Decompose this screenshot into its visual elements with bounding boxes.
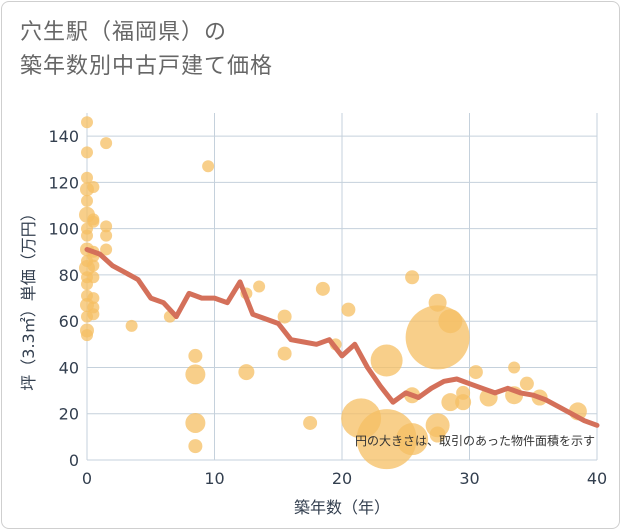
- bubble-point: [277, 346, 292, 361]
- bubble-point: [87, 271, 100, 284]
- bubble-point: [188, 348, 203, 363]
- bubble-point: [277, 309, 292, 324]
- title-line-1: 穴生駅（福岡県）の: [20, 20, 228, 45]
- bubble-point: [405, 270, 420, 285]
- bubble-point: [468, 365, 483, 380]
- bubble-point: [100, 220, 113, 233]
- y-tick-label: 60: [59, 312, 79, 331]
- bubble-point: [188, 439, 203, 454]
- bubble-point: [356, 409, 417, 470]
- bubble-point: [100, 137, 113, 150]
- bubble-point: [508, 361, 521, 374]
- bubble-point: [87, 215, 100, 228]
- y-tick-label: 0: [69, 451, 79, 470]
- bubble-point: [315, 281, 330, 296]
- bubble-point: [100, 243, 113, 256]
- bubble-point: [519, 376, 534, 391]
- bubble-point: [202, 160, 215, 173]
- bubble-point: [81, 146, 93, 159]
- y-axis-title: 坪（3.3㎡）単価（万円）: [19, 205, 38, 390]
- title-line-2: 築年数別中古戸建て価格: [20, 54, 274, 79]
- y-tick-label: 100: [48, 220, 79, 239]
- x-axis-title: 築年数（年）: [294, 498, 390, 517]
- bubble-point: [87, 308, 100, 321]
- bubble-point: [396, 423, 429, 456]
- x-tick-label: 10: [204, 469, 224, 488]
- y-axis-ticks: 0 20 40 60 80 100 120 140: [48, 127, 79, 470]
- bubble-point: [81, 194, 93, 207]
- x-axis-ticks: 0 10 20 30 40: [82, 469, 607, 488]
- bubble-point: [185, 364, 206, 385]
- y-tick-label: 80: [59, 266, 79, 285]
- x-tick-label: 40: [587, 469, 607, 488]
- size-legend-note: 円の大きさは、取引のあった物件面積を示す: [355, 433, 595, 448]
- bubble-point: [429, 426, 446, 443]
- bubble-point: [87, 259, 100, 272]
- y-tick-label: 20: [59, 405, 79, 424]
- bubble-point: [341, 302, 356, 317]
- bubble-point: [185, 412, 206, 433]
- grid-lines: [86, 113, 598, 461]
- bubble-point: [370, 344, 403, 377]
- bubble-point: [253, 280, 266, 293]
- bubble-point: [303, 415, 318, 430]
- bubble-point: [87, 292, 100, 305]
- bubble-point: [438, 309, 463, 334]
- bubble-point: [81, 116, 93, 129]
- x-tick-label: 30: [459, 469, 479, 488]
- bubble-point: [87, 181, 100, 194]
- trend-line: [84, 247, 600, 428]
- bubble-series: [79, 116, 587, 470]
- bubble-point: [100, 229, 113, 242]
- bubble-point: [81, 329, 93, 342]
- y-tick-label: 40: [59, 358, 79, 377]
- y-tick-label: 120: [48, 173, 79, 192]
- x-tick-label: 0: [82, 469, 92, 488]
- bubble-point: [455, 394, 472, 411]
- bubble-point: [81, 171, 93, 184]
- chart-title: 穴生駅（福岡県）の 築年数別中古戸建て価格: [20, 16, 273, 84]
- bubble-point: [238, 364, 255, 381]
- bubble-point: [441, 393, 460, 412]
- x-tick-label: 20: [332, 469, 352, 488]
- bubble-point: [81, 229, 93, 242]
- bubble-point: [125, 319, 138, 332]
- y-tick-label: 140: [48, 127, 79, 146]
